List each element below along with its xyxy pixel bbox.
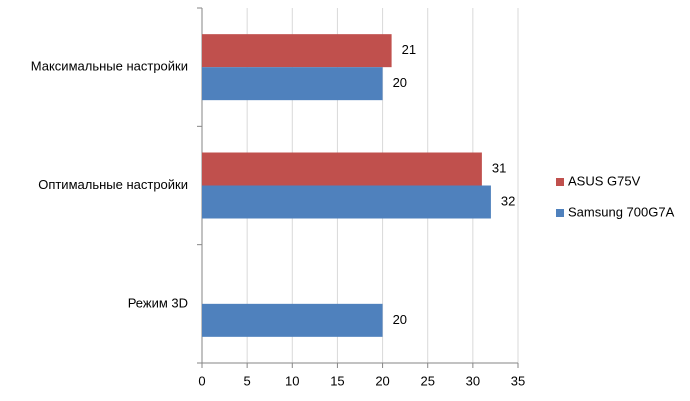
x-tick-label: 30 [466, 373, 480, 388]
data-label: 20 [393, 75, 407, 90]
x-tick-label: 20 [375, 373, 389, 388]
bar [202, 34, 392, 68]
x-tick-label: 15 [330, 373, 344, 388]
x-tick-label: 10 [285, 373, 299, 388]
x-tick-label: 0 [198, 373, 205, 388]
y-tick-label: Режим 3D [128, 295, 188, 310]
legend-swatch [556, 209, 564, 217]
legend-label: Samsung 700G7A [568, 204, 675, 219]
bar [202, 152, 482, 186]
data-label: 21 [402, 42, 416, 57]
y-tick-label: Максимальные настройки [31, 59, 188, 74]
data-label: 32 [501, 193, 515, 208]
x-tick-label: 35 [511, 373, 525, 388]
x-tick-label: 25 [420, 373, 434, 388]
bar [202, 185, 491, 219]
data-label: 31 [492, 160, 506, 175]
y-tick-label: Оптимальные настройки [38, 177, 188, 192]
legend-swatch [556, 178, 564, 186]
x-tick-label: 5 [244, 373, 251, 388]
data-label: 20 [393, 312, 407, 327]
bar [202, 303, 383, 337]
bar [202, 67, 383, 101]
legend-label: ASUS G75V [568, 173, 641, 188]
